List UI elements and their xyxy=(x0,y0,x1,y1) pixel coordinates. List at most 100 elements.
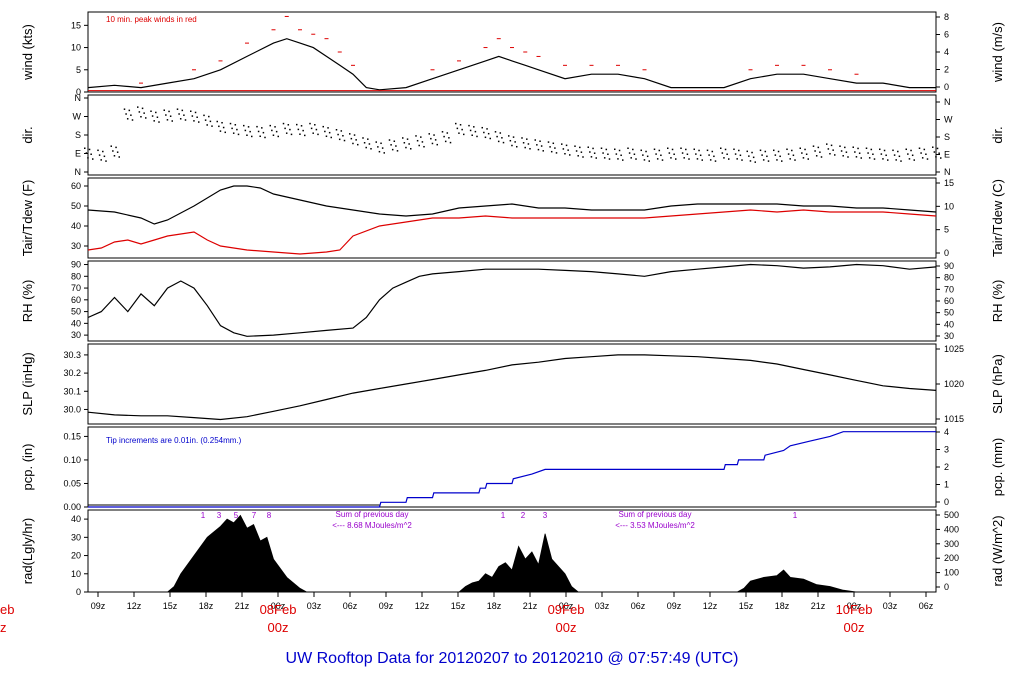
dir-point xyxy=(699,154,702,157)
dir-point xyxy=(698,149,700,152)
dir-point xyxy=(446,132,449,134)
ytick-right-label-pcp: 2 xyxy=(944,462,949,472)
dir-point xyxy=(328,131,331,134)
ytick-right-label-rh: 70 xyxy=(944,284,954,294)
dir-point xyxy=(834,154,836,156)
dir-point xyxy=(191,115,194,117)
dir-point xyxy=(527,143,530,145)
dir-point xyxy=(433,134,435,136)
dir-point xyxy=(153,120,155,122)
dir-point xyxy=(898,155,901,158)
dir-point xyxy=(166,119,169,121)
dir-point xyxy=(940,157,942,159)
dir-point xyxy=(921,157,924,159)
dir-point xyxy=(216,120,218,123)
ytick-right-label-dir: E xyxy=(944,150,950,160)
dir-point xyxy=(554,147,556,149)
dir-point xyxy=(667,147,669,149)
dir-point xyxy=(938,152,940,154)
dir-point xyxy=(494,131,497,133)
dir-point xyxy=(168,110,170,113)
xtick-label: 18z xyxy=(199,601,214,611)
chart-title: UW Rooftop Data for 20120207 to 20120210… xyxy=(285,650,739,667)
dir-point xyxy=(526,138,528,140)
axis-title-right-slp: SLP (hPa) xyxy=(990,354,1005,414)
dir-point xyxy=(622,159,624,161)
ytick-right-label-slp: 1025 xyxy=(944,344,964,354)
series-rh-line xyxy=(87,263,937,337)
dir-point xyxy=(615,153,618,155)
ytick-label-rad: 20 xyxy=(71,551,81,561)
dir-point xyxy=(483,131,485,134)
dir-point xyxy=(925,153,927,155)
ytick-label-rh: 70 xyxy=(71,283,81,293)
dir-point xyxy=(131,119,134,121)
dir-point xyxy=(277,135,279,138)
dir-point xyxy=(256,125,258,128)
day-label-date: 08Feb xyxy=(260,602,297,617)
xtick-label: 09z xyxy=(91,601,106,611)
dir-point xyxy=(176,108,179,110)
dir-point xyxy=(695,153,697,155)
dir-point xyxy=(749,160,752,162)
dir-point xyxy=(522,142,525,144)
dir-point xyxy=(815,155,818,157)
dir-point xyxy=(645,150,647,153)
dir-point xyxy=(827,148,830,150)
dir-point xyxy=(857,147,859,150)
dir-point xyxy=(322,125,324,128)
dir-point xyxy=(882,158,884,160)
dir-point xyxy=(484,136,487,139)
axis-title-right-rh: RH (%) xyxy=(990,280,1005,323)
dir-point xyxy=(685,148,687,151)
dir-point xyxy=(752,156,755,159)
dir-point xyxy=(855,156,858,158)
dir-point xyxy=(711,150,714,153)
dir-point xyxy=(642,154,644,156)
ytick-label-rad: 0 xyxy=(76,587,81,597)
xtick-label: 00z xyxy=(271,601,286,611)
dir-point xyxy=(116,151,119,153)
dir-point xyxy=(243,124,245,127)
dir-point xyxy=(502,141,505,144)
dir-point xyxy=(767,160,770,162)
dir-point xyxy=(879,148,881,151)
xtick-label: 21z xyxy=(523,601,538,611)
xtick-label: 09z xyxy=(379,601,394,611)
dir-point xyxy=(310,127,313,130)
dir-point xyxy=(819,151,821,153)
day-label-hour: 00z xyxy=(556,620,577,635)
dir-point xyxy=(847,156,849,158)
dir-point xyxy=(708,154,710,156)
dir-point xyxy=(655,153,657,155)
dir-point xyxy=(211,125,213,127)
dir-point xyxy=(549,146,551,148)
dir-point xyxy=(721,152,724,154)
dir-point xyxy=(805,153,808,155)
dir-point xyxy=(181,109,184,112)
dir-point xyxy=(486,128,488,130)
dir-point xyxy=(602,152,604,154)
rad-top-mark: 5 xyxy=(234,511,239,520)
dir-point xyxy=(569,154,571,156)
dir-point xyxy=(774,154,777,156)
ytick-right-label-wind: 6 xyxy=(944,30,949,40)
ytick-right-label-dir: W xyxy=(944,115,953,125)
dir-point xyxy=(140,115,142,118)
dir-point xyxy=(396,150,399,152)
dir-point xyxy=(907,153,909,155)
dir-point xyxy=(249,130,251,133)
dir-point xyxy=(701,159,703,161)
dir-point xyxy=(508,135,510,137)
wind-annotation: 10 min. peak winds in red xyxy=(106,15,197,24)
dir-point xyxy=(87,157,89,159)
dir-point xyxy=(353,134,356,136)
dir-point xyxy=(590,156,593,158)
dir-point xyxy=(723,157,725,159)
dir-point xyxy=(315,128,318,131)
dir-point xyxy=(285,132,288,134)
rad-top-mark: 3 xyxy=(543,511,548,520)
axis-title-dir: dir. xyxy=(20,126,35,143)
dir-point xyxy=(514,141,516,143)
dir-point xyxy=(935,156,937,158)
